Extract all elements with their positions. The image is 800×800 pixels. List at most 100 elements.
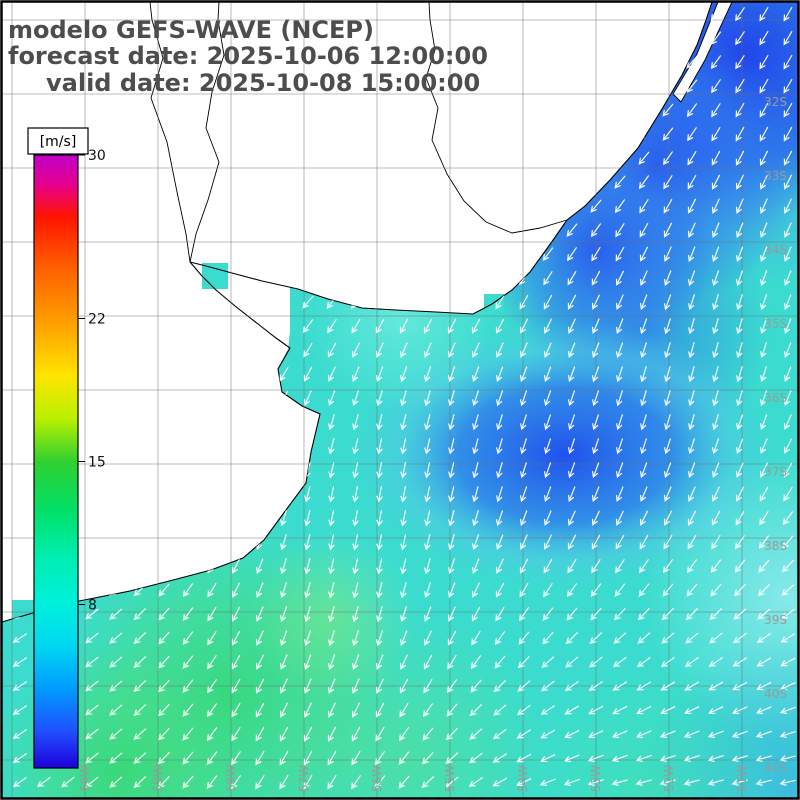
wind-arrow	[519, 583, 529, 598]
wind-arrow	[760, 342, 767, 359]
colorbar-unit-label: [m/s]	[40, 134, 77, 150]
wind-arrow	[735, 486, 744, 502]
wind-arrow	[638, 175, 649, 190]
wind-arrow	[376, 486, 383, 503]
wind-arrow	[707, 779, 724, 786]
wind-arrow	[328, 414, 335, 431]
wind-arrow	[328, 630, 335, 647]
wind-arrow	[759, 222, 768, 239]
wind-arrow	[637, 608, 650, 621]
wind-arrow	[424, 582, 431, 599]
wind-arrow	[182, 631, 194, 646]
wind-arrow	[400, 534, 407, 551]
wind-arrow	[493, 704, 507, 716]
wind-arrow	[708, 681, 724, 691]
wind-arrow	[376, 366, 384, 383]
colorbar: [m/s] 30 22 15 8	[27, 127, 106, 769]
wind-arrow	[564, 730, 580, 739]
wind-arrow	[280, 558, 287, 575]
wind-arrow	[711, 535, 721, 550]
wind-arrow	[587, 754, 604, 762]
wind-arrow	[12, 777, 27, 788]
wind-arrow	[304, 534, 311, 551]
wind-arrow	[375, 751, 385, 766]
wind-arrow	[279, 702, 288, 718]
wind-arrow	[590, 199, 602, 213]
wind-arrow	[493, 680, 506, 693]
wind-arrow	[759, 102, 769, 118]
wind-arrow	[712, 390, 719, 407]
wind-arrow	[712, 270, 719, 287]
wind-arrow	[735, 510, 745, 526]
wind-arrow	[376, 558, 383, 575]
river-parana	[149, 1, 191, 263]
wind-arrow	[611, 730, 628, 739]
wind-arrow	[636, 657, 651, 668]
colorbar-tick-label: 22	[88, 311, 106, 327]
wind-arrow	[520, 366, 528, 383]
wind-arrow	[519, 294, 529, 310]
wind-arrow	[376, 510, 383, 527]
wind-arrow	[255, 630, 264, 647]
wind-arrow	[423, 654, 433, 670]
wind-arrow	[12, 753, 27, 764]
wind-arrow	[683, 730, 700, 738]
wind-arrow	[304, 558, 311, 575]
wind-arrow	[472, 462, 479, 479]
wind-arrow	[663, 175, 673, 190]
wind-arrow	[133, 752, 147, 764]
wind-arrow	[592, 342, 600, 359]
wind-arrow	[520, 414, 527, 431]
wind-arrow	[783, 54, 793, 70]
wind-arrow	[760, 414, 768, 431]
wind-arrow	[759, 174, 768, 190]
wind-arrow	[710, 7, 722, 22]
wind-arrow	[688, 366, 695, 383]
wind-arrow	[759, 462, 768, 478]
lat-label: 39S	[764, 613, 787, 627]
wind-arrow	[684, 657, 699, 668]
wind-arrow	[424, 534, 431, 551]
wind-arrow	[471, 318, 480, 334]
wind-arrow	[496, 390, 503, 407]
wind-arrow	[492, 777, 508, 787]
wind-arrow	[496, 414, 503, 431]
wind-arrow	[735, 31, 745, 46]
wind-arrow	[759, 150, 768, 166]
wind-arrow	[783, 462, 793, 478]
wind-arrow	[375, 727, 385, 742]
wind-arrow	[663, 222, 672, 238]
wind-arrow	[304, 654, 312, 671]
wind-arrow	[303, 343, 313, 358]
wind-arrow	[158, 703, 170, 717]
wind-arrow	[784, 342, 792, 359]
wind-arrow	[686, 103, 697, 118]
wind-arrow	[469, 752, 483, 764]
colorbar-tick-label: 15	[88, 455, 106, 471]
wind-arrow	[589, 632, 602, 645]
wind-arrow	[688, 438, 695, 455]
wind-arrow	[635, 755, 652, 762]
wind-arrow	[783, 126, 793, 142]
wind-arrow	[400, 558, 407, 575]
wind-arrow	[472, 438, 479, 455]
lat-label: 37S	[764, 465, 787, 479]
wind-arrow	[591, 270, 601, 286]
higher-speed-green-patch-5	[513, 657, 783, 798]
lon-label: 60W	[78, 765, 92, 792]
wind-arrow	[399, 678, 409, 694]
wind-arrow	[376, 390, 383, 407]
wind-arrow	[376, 534, 383, 551]
wind-arrow	[567, 318, 576, 334]
wind-arrow	[685, 608, 698, 621]
longitude-labels: 60W 59W 58W 57W 56W 55W 54W 53W 52W 51W	[78, 765, 749, 792]
wind-arrow	[36, 776, 51, 788]
wind-arrow	[398, 727, 409, 742]
wind-arrow	[664, 462, 672, 479]
wind-arrow	[639, 246, 648, 262]
wind-arrow	[400, 462, 407, 479]
wind-arrow	[687, 151, 697, 166]
wind-arrow	[567, 559, 577, 574]
wind-arrow	[540, 754, 556, 763]
